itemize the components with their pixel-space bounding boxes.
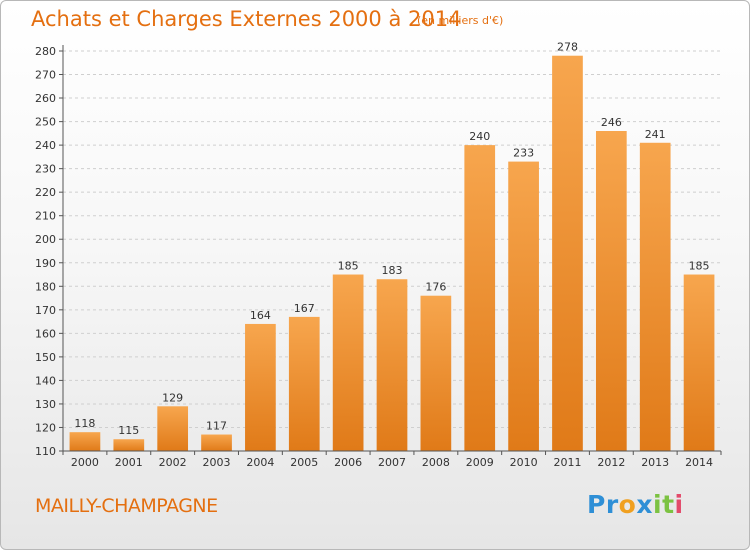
- bar: [113, 439, 145, 451]
- y-tick-label: 230: [35, 163, 56, 176]
- y-tick-label: 170: [35, 304, 56, 317]
- x-tick-label: 2005: [290, 456, 318, 469]
- y-tick-label: 260: [35, 92, 56, 105]
- x-tick-label: 2013: [641, 456, 669, 469]
- data-label: 246: [601, 116, 622, 129]
- chart-title: Achats et Charges Externes 2000 à 2014: [31, 7, 462, 31]
- x-tick-label: 2012: [597, 456, 625, 469]
- bar: [376, 279, 408, 451]
- data-label: 129: [162, 391, 183, 404]
- y-tick-label: 150: [35, 351, 56, 364]
- bar: [245, 323, 276, 451]
- data-label: 185: [689, 260, 710, 273]
- bar: [552, 55, 583, 452]
- data-label: 185: [338, 260, 359, 273]
- logo-letter: o: [618, 490, 637, 519]
- x-tick-label: 2001: [115, 456, 143, 469]
- y-tick-label: 130: [35, 398, 56, 411]
- data-label: 240: [469, 130, 490, 143]
- chart-subtitle: (en milliers d'€): [417, 14, 504, 27]
- y-tick-label: 220: [35, 186, 56, 199]
- data-label: 241: [645, 128, 666, 141]
- logo-letter: r: [605, 490, 619, 519]
- y-tick-label: 240: [35, 139, 56, 152]
- bar: [595, 131, 627, 451]
- bar: [201, 434, 232, 451]
- bar: [332, 274, 364, 451]
- x-tick-label: 2008: [422, 456, 450, 469]
- data-label: 278: [557, 41, 578, 54]
- data-label: 176: [425, 281, 446, 294]
- y-tick-label: 110: [35, 445, 56, 458]
- data-label: 164: [250, 309, 271, 322]
- data-label: 183: [382, 264, 403, 277]
- x-tick-label: 2002: [159, 456, 187, 469]
- logo-letter: x: [636, 490, 653, 519]
- data-label: 117: [206, 420, 227, 433]
- logo-letter: i: [674, 490, 684, 519]
- x-tick-label: 2000: [71, 456, 99, 469]
- y-tick-label: 250: [35, 116, 56, 129]
- y-tick-label: 200: [35, 233, 56, 246]
- bar: [508, 161, 539, 451]
- data-label: 233: [513, 147, 534, 160]
- data-label: 167: [294, 302, 315, 315]
- bar: [639, 142, 671, 451]
- y-tick-label: 270: [35, 69, 56, 82]
- logo-letter: P: [587, 490, 606, 519]
- bar: [683, 274, 715, 451]
- bar: [69, 432, 101, 451]
- bar: [420, 295, 452, 451]
- x-tick-label: 2011: [553, 456, 581, 469]
- bar: [157, 406, 189, 451]
- y-tick-label: 180: [35, 280, 56, 293]
- logo-letter: i: [653, 490, 663, 519]
- y-tick-label: 190: [35, 257, 56, 270]
- y-tick-label: 280: [35, 45, 56, 58]
- y-tick-label: 210: [35, 210, 56, 223]
- logo-letter: t: [662, 490, 675, 519]
- x-tick-label: 2009: [466, 456, 494, 469]
- x-tick-label: 2004: [246, 456, 274, 469]
- x-tick-label: 2007: [378, 456, 406, 469]
- y-tick-label: 160: [35, 327, 56, 340]
- x-tick-label: 2014: [685, 456, 713, 469]
- proxiti-logo: Proxiti: [587, 490, 684, 519]
- x-tick-label: 2010: [510, 456, 538, 469]
- y-tick-label: 120: [35, 421, 56, 434]
- y-tick-label: 140: [35, 374, 56, 387]
- data-label: 118: [74, 417, 95, 430]
- bar: [464, 145, 496, 451]
- data-label: 115: [118, 424, 139, 437]
- x-tick-label: 2006: [334, 456, 362, 469]
- commune-name: MAILLY-CHAMPAGNE: [35, 495, 218, 517]
- bar: [288, 316, 320, 451]
- x-tick-label: 2003: [203, 456, 231, 469]
